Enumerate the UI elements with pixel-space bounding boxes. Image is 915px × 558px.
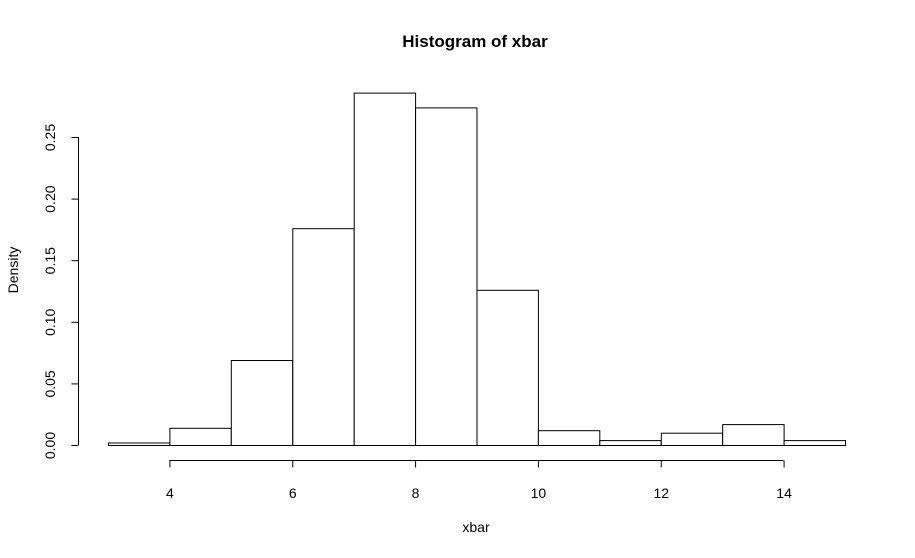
x-tick-label-0: 4 <box>166 485 174 501</box>
histogram-bar-3 <box>292 228 355 446</box>
histogram-bar-0 <box>108 442 171 446</box>
histogram-bar-4 <box>353 92 417 446</box>
y-tick-label-0: 0.00 <box>42 432 58 459</box>
histogram-bar-7 <box>537 430 601 447</box>
x-tick-label-5: 14 <box>776 485 792 501</box>
x-tick-label-4: 12 <box>653 485 669 501</box>
bars-group <box>108 92 846 447</box>
y-tick-label-2: 0.10 <box>42 308 58 335</box>
histogram-bar-6 <box>476 289 539 446</box>
x-tick-label-1: 6 <box>289 485 297 501</box>
y-axis: 0.00 0.05 0.10 0.15 0.20 0.25 <box>42 124 79 459</box>
y-tick-label-5: 0.25 <box>42 124 58 151</box>
histogram-bar-11 <box>783 440 846 447</box>
histogram-bar-8 <box>599 440 662 447</box>
x-axis: 4 6 8 10 12 14 <box>166 460 792 501</box>
histogram-bar-1 <box>169 427 232 446</box>
x-tick-label-2: 8 <box>412 485 420 501</box>
histogram-bar-2 <box>230 360 294 446</box>
histogram-bar-10 <box>722 424 785 447</box>
histogram-bar-9 <box>660 432 724 447</box>
y-tick-label-3: 0.15 <box>42 247 58 274</box>
y-tick-label-4: 0.20 <box>42 185 58 212</box>
histogram-bar-5 <box>415 107 478 447</box>
chart-title: Histogram of xbar <box>402 32 548 51</box>
y-tick-label-1: 0.05 <box>42 370 58 397</box>
y-axis-label: Density <box>5 247 21 294</box>
x-axis-label: xbar <box>462 519 490 535</box>
x-tick-label-3: 10 <box>531 485 547 501</box>
